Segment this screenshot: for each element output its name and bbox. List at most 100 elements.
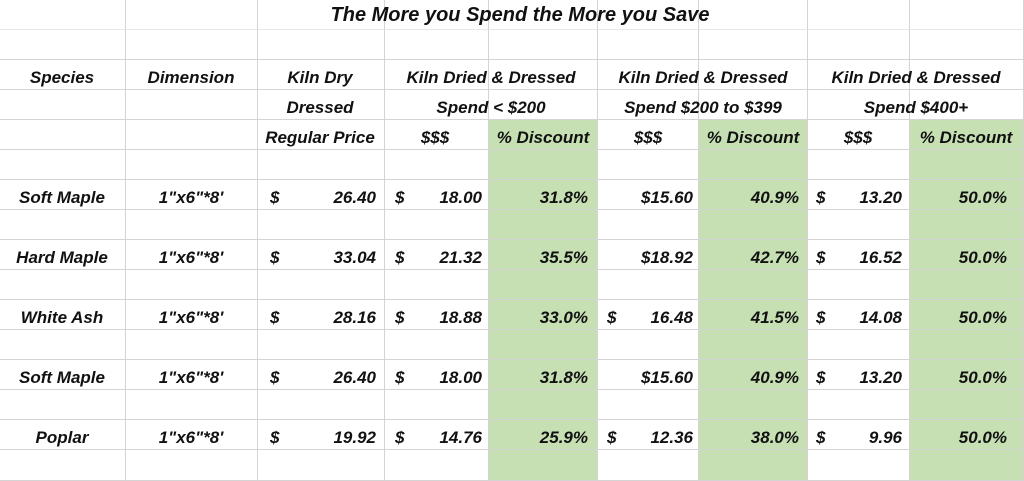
grid-cell[interactable] <box>385 390 489 420</box>
grid-cell[interactable] <box>385 210 489 240</box>
grid-cell[interactable] <box>126 330 258 360</box>
grid-cell[interactable] <box>385 90 489 120</box>
grid-cell[interactable] <box>0 90 126 120</box>
grid-cell[interactable] <box>258 360 385 390</box>
grid-cell[interactable] <box>699 210 808 240</box>
grid-cell[interactable] <box>699 150 808 180</box>
grid-cell[interactable] <box>598 0 699 30</box>
grid-cell[interactable] <box>910 120 1024 150</box>
grid-cell[interactable] <box>0 330 126 360</box>
grid-cell[interactable] <box>385 240 489 270</box>
grid-cell[interactable] <box>258 120 385 150</box>
grid-cell[interactable] <box>0 60 126 90</box>
grid-cell[interactable] <box>808 150 910 180</box>
grid-cell[interactable] <box>385 30 489 60</box>
grid-cell[interactable] <box>699 390 808 420</box>
grid-cell[interactable] <box>258 420 385 450</box>
grid-cell[interactable] <box>598 390 699 420</box>
grid-cell[interactable] <box>910 30 1024 60</box>
grid-cell[interactable] <box>126 240 258 270</box>
grid-cell[interactable] <box>385 60 489 90</box>
grid-cell[interactable] <box>699 330 808 360</box>
grid-cell[interactable] <box>808 330 910 360</box>
grid-cell[interactable] <box>598 150 699 180</box>
grid-cell[interactable] <box>598 210 699 240</box>
grid-cell[interactable] <box>910 150 1024 180</box>
grid-cell[interactable] <box>598 270 699 300</box>
grid-cell[interactable] <box>258 270 385 300</box>
grid-cell[interactable] <box>126 360 258 390</box>
grid-cell[interactable] <box>910 180 1024 210</box>
grid-cell[interactable] <box>258 390 385 420</box>
grid-cell[interactable] <box>808 180 910 210</box>
grid-cell[interactable] <box>258 60 385 90</box>
grid-cell[interactable] <box>808 300 910 330</box>
grid-cell[interactable] <box>699 180 808 210</box>
grid-cell[interactable] <box>699 30 808 60</box>
grid-cell[interactable] <box>126 0 258 30</box>
grid-cell[interactable] <box>489 390 598 420</box>
grid-cell[interactable] <box>808 60 910 90</box>
grid-cell[interactable] <box>598 90 699 120</box>
grid-cell[interactable] <box>258 300 385 330</box>
grid-cell[interactable] <box>489 60 598 90</box>
grid-cell[interactable] <box>126 30 258 60</box>
grid-cell[interactable] <box>258 450 385 481</box>
grid-cell[interactable] <box>910 450 1024 481</box>
grid-cell[interactable] <box>598 420 699 450</box>
grid-cell[interactable] <box>0 0 126 30</box>
grid-cell[interactable] <box>385 270 489 300</box>
grid-cell[interactable] <box>0 270 126 300</box>
grid-cell[interactable] <box>0 390 126 420</box>
grid-cell[interactable] <box>489 90 598 120</box>
grid-cell[interactable] <box>808 360 910 390</box>
grid-cell[interactable] <box>489 240 598 270</box>
grid-cell[interactable] <box>808 420 910 450</box>
grid-cell[interactable] <box>808 240 910 270</box>
grid-cell[interactable] <box>0 240 126 270</box>
grid-cell[interactable] <box>699 60 808 90</box>
grid-cell[interactable] <box>489 420 598 450</box>
grid-cell[interactable] <box>598 300 699 330</box>
grid-cell[interactable] <box>258 0 385 30</box>
grid-cell[interactable] <box>258 30 385 60</box>
grid-cell[interactable] <box>0 180 126 210</box>
grid-cell[interactable] <box>126 120 258 150</box>
grid-cell[interactable] <box>910 270 1024 300</box>
grid-cell[interactable] <box>699 120 808 150</box>
grid-cell[interactable] <box>385 360 489 390</box>
grid-cell[interactable] <box>808 270 910 300</box>
grid-cell[interactable] <box>126 210 258 240</box>
grid-cell[interactable] <box>489 120 598 150</box>
grid-cell[interactable] <box>699 420 808 450</box>
grid-cell[interactable] <box>126 300 258 330</box>
grid-cell[interactable] <box>808 30 910 60</box>
grid-cell[interactable] <box>808 120 910 150</box>
grid-cell[interactable] <box>126 390 258 420</box>
grid-cell[interactable] <box>489 150 598 180</box>
grid-cell[interactable] <box>126 180 258 210</box>
grid-cell[interactable] <box>699 90 808 120</box>
grid-cell[interactable] <box>126 150 258 180</box>
grid-cell[interactable] <box>910 240 1024 270</box>
grid-cell[interactable] <box>489 210 598 240</box>
grid-cell[interactable] <box>910 420 1024 450</box>
grid-cell[interactable] <box>699 0 808 30</box>
grid-cell[interactable] <box>489 180 598 210</box>
grid-cell[interactable] <box>258 150 385 180</box>
grid-cell[interactable] <box>0 360 126 390</box>
grid-cell[interactable] <box>0 210 126 240</box>
grid-cell[interactable] <box>598 120 699 150</box>
grid-cell[interactable] <box>598 240 699 270</box>
grid-cell[interactable] <box>258 240 385 270</box>
grid-cell[interactable] <box>598 180 699 210</box>
grid-cell[interactable] <box>910 300 1024 330</box>
grid-cell[interactable] <box>489 330 598 360</box>
grid-cell[interactable] <box>0 120 126 150</box>
grid-cell[interactable] <box>385 0 489 30</box>
grid-cell[interactable] <box>699 240 808 270</box>
grid-cell[interactable] <box>699 300 808 330</box>
grid-cell[interactable] <box>126 270 258 300</box>
grid-cell[interactable] <box>385 450 489 481</box>
grid-cell[interactable] <box>489 450 598 481</box>
